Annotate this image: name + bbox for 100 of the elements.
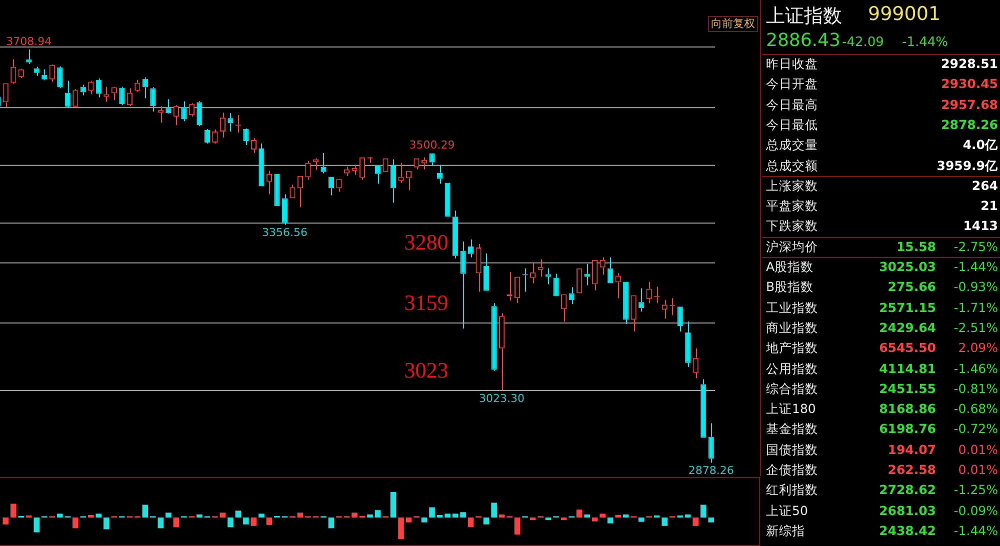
candlestick <box>646 281 652 304</box>
candlestick <box>553 273 559 296</box>
candlestick <box>484 252 490 291</box>
bar <box>684 514 691 518</box>
candlestick <box>26 49 32 64</box>
bar <box>592 518 598 522</box>
candlestick <box>352 164 358 176</box>
candlestick <box>10 58 16 84</box>
text: 向前复权 <box>708 16 758 32</box>
bar <box>352 512 358 518</box>
category-label: 上证180 <box>766 400 816 418</box>
candlestick <box>297 176 304 208</box>
bar <box>662 518 668 526</box>
data-label: 2571.15 <box>879 298 936 317</box>
candlestick <box>452 210 458 259</box>
bar <box>622 514 629 518</box>
bar <box>250 518 257 526</box>
ref-line-label: 3023 <box>404 357 448 382</box>
bar <box>398 518 404 540</box>
candlestick <box>638 288 644 312</box>
candlestick <box>173 104 179 126</box>
data-label: 3959.9亿 <box>936 156 998 174</box>
category-label: 今日开盘 <box>766 75 818 94</box>
data-label: -0.72% <box>954 420 998 438</box>
candlestick <box>212 129 218 144</box>
bar <box>390 492 396 518</box>
candlestick <box>460 240 466 330</box>
data-label: 4114.81 <box>879 360 936 378</box>
bar <box>638 518 644 522</box>
candlestick <box>42 68 48 81</box>
candlestick <box>49 64 55 82</box>
candlestick <box>72 88 78 108</box>
bar <box>72 518 78 528</box>
bar <box>545 518 552 520</box>
bar <box>367 514 373 518</box>
data-label: -1.44% <box>954 258 998 276</box>
category-label: 上涨家数 <box>766 176 818 195</box>
bar <box>220 512 226 518</box>
category-label: 今日最高 <box>766 96 818 114</box>
data-label: 2928.51 <box>941 55 998 73</box>
candlestick <box>2 83 8 108</box>
data-label: 6545.50 <box>879 339 936 358</box>
candlestick <box>290 184 296 198</box>
category-label: 企债指数 <box>766 461 818 479</box>
bar <box>88 514 94 518</box>
category-label: 总成交额 <box>766 156 818 174</box>
category-label: 下跌家数 <box>766 217 818 236</box>
category-label: 上证50 <box>766 502 808 520</box>
data-label: 264 <box>972 176 998 195</box>
data-label: 2878.26 <box>941 116 998 134</box>
data-label: 275.66 <box>888 278 936 296</box>
annotation: 3708.94 <box>6 34 52 48</box>
text: -1.44% <box>902 35 948 50</box>
candlestick <box>592 260 598 291</box>
candlestick <box>258 142 264 186</box>
candlestick <box>491 302 497 372</box>
annotation: 3023.30 <box>479 392 525 405</box>
data-label: 2728.62 <box>879 481 936 500</box>
data-label: -0.68% <box>954 400 998 418</box>
data-label: -1.25% <box>954 481 998 500</box>
bar <box>297 512 304 518</box>
candlestick <box>166 98 172 114</box>
candlestick <box>250 138 257 154</box>
candlestick <box>561 294 567 322</box>
text: 上证指数 <box>766 4 842 29</box>
bar <box>406 518 412 522</box>
candlestick <box>429 153 435 166</box>
candlestick <box>126 88 132 107</box>
bar <box>560 518 567 520</box>
candlestick <box>119 86 125 106</box>
candlestick <box>243 129 249 146</box>
data-label: 4.0亿 <box>962 136 998 154</box>
candlestick <box>204 128 210 144</box>
bar <box>258 514 264 518</box>
data-label: -2.51% <box>954 318 998 337</box>
bar <box>607 518 614 524</box>
bar <box>708 518 714 522</box>
annotation: 3500.29 <box>409 138 455 152</box>
candlestick <box>196 100 202 127</box>
data-label: 2438.42 <box>879 522 936 540</box>
candlestick <box>700 378 706 438</box>
candlestick <box>142 76 148 99</box>
bar <box>10 504 16 518</box>
candlestick <box>538 258 544 278</box>
bar <box>243 518 249 524</box>
data-label: -1.46% <box>954 360 998 378</box>
bar <box>328 518 334 528</box>
candlestick <box>514 276 520 304</box>
ref-line-label: 3280 <box>404 230 448 255</box>
category-label: 工业指数 <box>766 298 818 317</box>
candlestick <box>57 66 63 89</box>
category-label: 基金指数 <box>766 420 818 438</box>
bar <box>158 518 164 528</box>
data-label: 194.07 <box>888 440 936 459</box>
category-label: 总成交量 <box>766 136 818 154</box>
data-label: 21 <box>980 197 998 216</box>
candlestick <box>320 152 326 174</box>
text: -42.09 <box>842 35 884 50</box>
data-label: 2451.55 <box>879 380 936 398</box>
data-label: -1.44% <box>954 522 998 540</box>
